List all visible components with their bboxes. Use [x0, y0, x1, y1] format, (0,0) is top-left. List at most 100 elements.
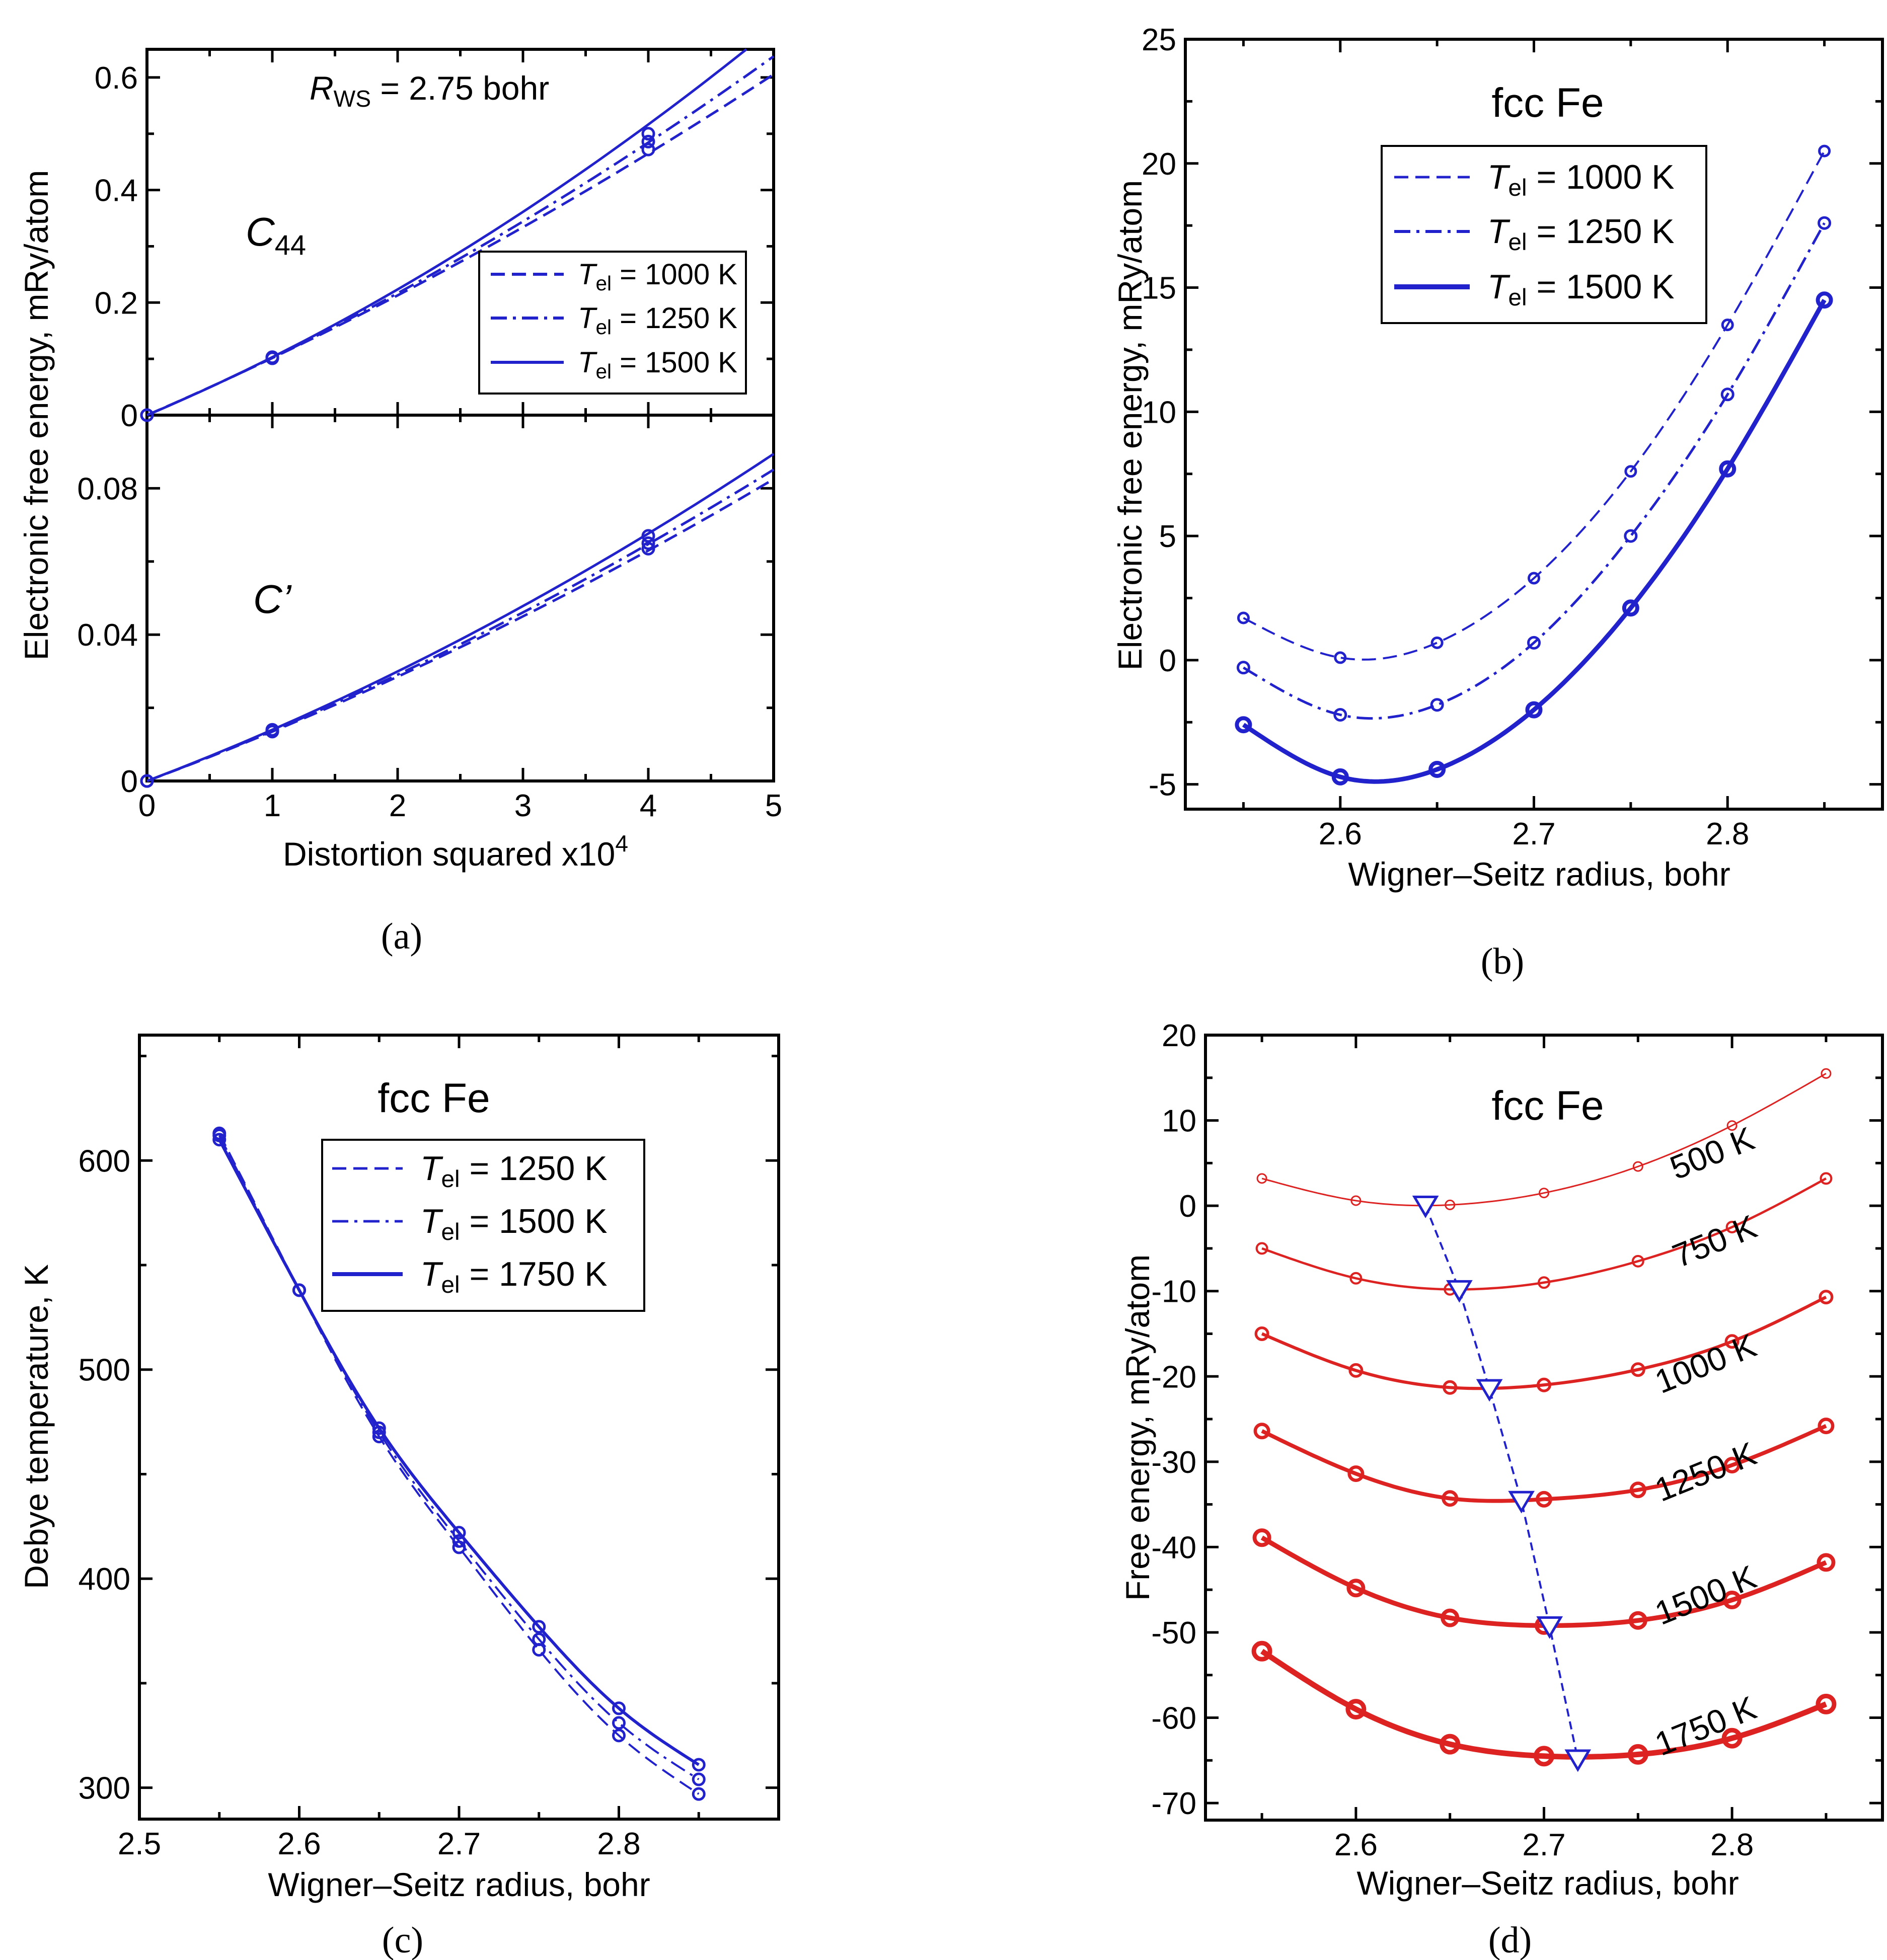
- y-tick-label: -50: [1151, 1616, 1196, 1651]
- data-point: [1624, 465, 1637, 478]
- panel-d-xlabel: Wigner–Seitz radius, bohr: [1356, 1864, 1739, 1902]
- minimum-marker: [1508, 1491, 1535, 1514]
- panel-c-label: (c): [382, 1920, 423, 1960]
- data-point: [452, 1540, 466, 1554]
- y-tick-label: 0: [1179, 1189, 1196, 1224]
- y-tick-label: 300: [79, 1771, 130, 1806]
- data-point: [1818, 1418, 1835, 1435]
- legend-label-1500: Tel = 1500 K: [578, 346, 737, 383]
- legend-label-1000: Tel = 1000 K: [1487, 158, 1675, 201]
- y-tick-label: 0: [1159, 644, 1176, 678]
- data-point: [692, 1787, 706, 1801]
- data-point: [532, 1620, 546, 1634]
- data-point: [1235, 716, 1252, 734]
- data-point: [1818, 144, 1831, 158]
- curve-label: 1750 K: [1650, 1689, 1762, 1763]
- data-point: [1333, 708, 1347, 722]
- data-point: [1624, 529, 1638, 543]
- x-tick-label: 2.6: [1319, 817, 1362, 851]
- panel-c: 2.5 2.6 2.7 2.8 300 400 500 600 fcc Fe Tel = 12…: [18, 1034, 780, 1960]
- data-point: [641, 536, 655, 550]
- data-point: [1723, 1457, 1741, 1474]
- curve-label: 1000 K: [1650, 1326, 1762, 1400]
- y-tick-label: 20: [1142, 147, 1176, 182]
- data-point: [1525, 701, 1543, 719]
- panel-b-title: fcc Fe: [1491, 80, 1604, 126]
- panel-c-ylabel: Debye temperature, K: [18, 1264, 55, 1589]
- data-point: [1630, 1362, 1645, 1377]
- x-tick-label: 2.8: [1710, 1828, 1754, 1862]
- panel-b-label: (b): [1481, 941, 1524, 982]
- minimum-marker: [1412, 1196, 1439, 1218]
- x-tick-label: 2.5: [118, 1827, 161, 1861]
- data-point: [1346, 1579, 1366, 1598]
- data-point: [1720, 387, 1734, 402]
- curve-1750-K: [1260, 1649, 1827, 1760]
- minimum-marker: [1564, 1749, 1592, 1772]
- y-tick-label: 5: [1159, 519, 1176, 554]
- data-point: [372, 1430, 386, 1444]
- panel-a-label: (a): [381, 916, 422, 957]
- data-point: [612, 1701, 626, 1715]
- data-point: [372, 1421, 386, 1435]
- y-tick-label: 0.04: [77, 618, 138, 653]
- data-point: [1536, 1377, 1551, 1392]
- y-tick-label: 0.4: [95, 174, 138, 208]
- data-point: [1443, 1380, 1458, 1395]
- data-point: [452, 1526, 466, 1540]
- curve-1500-K: [146, 48, 747, 417]
- data-point: [1528, 572, 1540, 585]
- data-point: [692, 1758, 706, 1772]
- data-point: [1445, 1199, 1456, 1210]
- curve-1250-K: [146, 55, 775, 417]
- data-point: [212, 1133, 227, 1147]
- data-point: [641, 541, 655, 556]
- y-tick-label: 10: [1142, 395, 1176, 430]
- data-point: [1821, 1068, 1832, 1079]
- panel-a-points: [140, 127, 655, 788]
- data-point: [641, 127, 655, 141]
- panel-d-title: fcc Fe: [1491, 1083, 1604, 1129]
- panel-b-curves: [1242, 150, 1827, 784]
- data-point: [1536, 1491, 1553, 1508]
- data-point: [1256, 1173, 1267, 1184]
- panel-a-cprime-label: C’: [253, 577, 292, 621]
- panel-b-axes: 2.6 2.7 2.8 -5 0 5 10 15 20 25: [1142, 23, 1882, 851]
- data-point: [1629, 1481, 1646, 1499]
- x-tick-label: 4: [640, 789, 657, 823]
- data-point: [452, 1534, 466, 1548]
- data-point: [1721, 1728, 1743, 1749]
- data-point: [1331, 768, 1349, 786]
- data-point: [641, 529, 655, 543]
- data-point: [612, 1729, 626, 1743]
- panel-a-xlabel: Distortion squared x104: [283, 830, 628, 873]
- curve-label: 1250 K: [1650, 1435, 1762, 1509]
- panel-a-ylabel: Electronic free energy, mRy/atom: [18, 170, 55, 660]
- curve-1750-K: [218, 1139, 700, 1766]
- panel-b-legend: Tel = 1000 K Tel = 1250 K Tel = 1500 K: [1381, 145, 1707, 324]
- panel-c-xlabel: Wigner–Seitz radius, bohr: [268, 1866, 650, 1903]
- panel-a-annotation: RWS = 2.75 bohr: [310, 69, 549, 112]
- x-tick-label: 2.7: [437, 1827, 481, 1861]
- y-tick-label: 0: [121, 764, 138, 799]
- panel-a-c44-label: C44: [246, 209, 306, 261]
- data-point: [1237, 611, 1250, 624]
- legend-label-1500: Tel = 1500 K: [1487, 268, 1675, 311]
- legend-label-1000: Tel = 1000 K: [578, 258, 737, 295]
- panel-b: 2.6 2.7 2.8 -5 0 5 10 15 20 25 fcc Fe Tel = 1000 …: [1111, 23, 1884, 982]
- panel-d-points: [1251, 1068, 1837, 1767]
- data-point: [1539, 1188, 1549, 1199]
- y-tick-label: 0.2: [95, 286, 138, 321]
- panel-c-legend: Tel = 1250 K Tel = 1500 K Tel = 1750 K: [321, 1139, 645, 1312]
- y-tick-label: -5: [1149, 768, 1176, 803]
- y-tick-label: -30: [1151, 1445, 1196, 1480]
- panel-c-points: [212, 1126, 706, 1801]
- data-point: [1236, 661, 1250, 675]
- curve-label: 500 K: [1665, 1120, 1760, 1187]
- legend-label-1250: Tel = 1250 K: [1487, 212, 1675, 256]
- y-tick-label: -60: [1151, 1701, 1196, 1736]
- data-point: [1818, 216, 1832, 230]
- curve-1000-K: [146, 478, 775, 782]
- data-point: [1627, 1744, 1648, 1765]
- minima-line: [1424, 1205, 1579, 1760]
